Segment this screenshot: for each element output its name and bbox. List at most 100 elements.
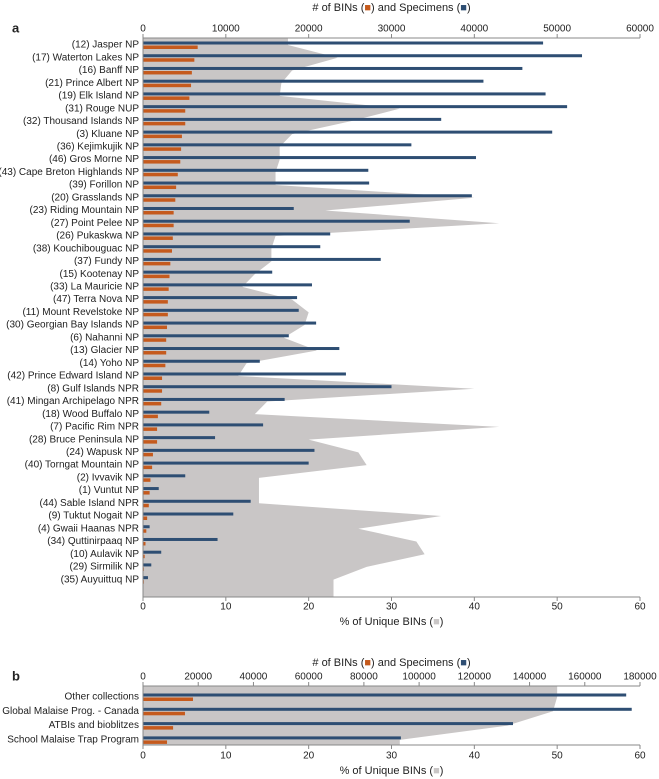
axis-title-part: % of Unique BINs ( — [340, 765, 434, 777]
axis-title-part: ) and Specimens ( — [371, 2, 461, 14]
bins-bar — [143, 363, 166, 368]
bins-bar — [143, 312, 168, 317]
bins-bar — [143, 529, 147, 533]
top-tick-label: 0 — [140, 672, 146, 683]
bins-bar — [143, 711, 185, 716]
top-tick-label: 0 — [140, 24, 146, 35]
bottom-tick-label: 40 — [469, 751, 481, 762]
bins-bar — [143, 70, 192, 75]
legend-swatch: ■ — [364, 657, 371, 669]
category-label: (17) Waterton Lakes NP — [32, 52, 139, 63]
top-tick-label: 30000 — [378, 24, 406, 35]
legend-swatch: ■ — [433, 616, 440, 628]
category-label: (21) Prince Albert NP — [45, 78, 139, 89]
bottom-tick-label: 10 — [220, 602, 232, 613]
specimens-bar — [143, 206, 294, 210]
category-label: (12) Jasper NP — [72, 40, 140, 51]
specimens-bar — [143, 359, 260, 363]
category-label: (38) Kouchibouguac NP — [33, 243, 140, 254]
top-tick-label: 140000 — [513, 672, 547, 683]
bins-bar — [143, 351, 167, 355]
specimens-bar — [143, 347, 340, 351]
bins-bar — [143, 185, 177, 190]
category-label: (32) Thousand Islands NP — [23, 116, 139, 127]
category-label: ATBIs and bioblitzes — [49, 720, 139, 731]
category-label: (16) Banff NP — [79, 65, 140, 76]
axis-title-part: # of BINs ( — [312, 2, 364, 14]
bins-bar — [143, 96, 190, 100]
specimens-bar — [143, 499, 251, 503]
bins-bar — [143, 210, 174, 215]
bottom-tick-label: 30 — [386, 751, 398, 762]
specimens-bar — [143, 232, 331, 236]
bins-bar — [143, 134, 182, 139]
bins-bar — [143, 160, 181, 164]
bins-bar — [143, 147, 182, 151]
legend-swatch: ■ — [460, 2, 467, 14]
category-label: (37) Fundy NP — [74, 256, 139, 267]
bins-bar — [143, 503, 149, 508]
unique-bins-area — [143, 38, 500, 597]
specimens-bar — [143, 270, 273, 274]
category-label: (2) Ivvavik NP — [77, 472, 140, 483]
specimens-bar — [143, 283, 312, 287]
category-label: (20) Grasslands NP — [51, 192, 139, 203]
category-label: (43) Cape Breton Highlands NP — [0, 167, 139, 178]
bins-bar — [143, 726, 174, 730]
top-tick-label: 120000 — [458, 672, 492, 683]
bottom-tick-label: 30 — [386, 602, 398, 613]
category-label: (28) Bruce Peninsula NP — [29, 434, 139, 445]
legend-swatch: ■ — [364, 2, 371, 14]
category-label: (11) Mount Revelstoke NP — [22, 307, 139, 318]
bins-bar — [143, 261, 171, 266]
bottom-tick-label: 10 — [220, 751, 232, 762]
axis-title-part: ) — [440, 765, 444, 777]
top-tick-label: 20000 — [184, 672, 212, 683]
specimens-bar — [143, 92, 546, 96]
category-label: Global Malaise Prog. - Canada — [2, 706, 139, 717]
category-label: (4) Gwaii Haanas NPR — [38, 523, 139, 534]
specimens-bar — [143, 576, 148, 580]
top-axis-title: # of BINs (■) and Specimens (■) — [312, 657, 470, 669]
bins-bar — [143, 697, 193, 701]
specimens-bar — [143, 423, 264, 427]
bottom-tick-label: 50 — [552, 602, 564, 613]
top-tick-label: 40000 — [240, 672, 268, 683]
bins-bar — [143, 401, 162, 406]
unique-bins-area — [143, 686, 558, 745]
top-axis-title: # of BINs (■) and Specimens (■) — [312, 2, 470, 14]
category-label: (6) Nahanni NP — [70, 332, 139, 343]
bottom-tick-label: 60 — [634, 602, 646, 613]
bins-bar — [143, 541, 146, 546]
legend-swatch: ■ — [460, 657, 467, 669]
bins-bar — [143, 452, 153, 457]
bins-bar — [143, 491, 150, 495]
bins-bar — [143, 287, 169, 291]
category-label: (3) Kluane NP — [76, 129, 139, 140]
category-label: (31) Rouge NUP — [65, 103, 139, 114]
specimens-bar — [143, 525, 150, 529]
category-label: (23) Riding Mountain NP — [30, 205, 140, 216]
category-label: (10) Aulavik NP — [70, 549, 139, 560]
specimens-bar — [143, 448, 315, 452]
bins-bar — [143, 109, 186, 113]
top-tick-label: 60000 — [626, 24, 654, 35]
bins-bar — [143, 121, 186, 126]
specimens-bar — [143, 168, 369, 172]
specimens-bar — [143, 722, 513, 726]
category-label: School Malaise Trap Program — [7, 735, 139, 746]
specimens-bar — [143, 436, 216, 440]
category-label: (42) Prince Edward Island NP — [7, 371, 139, 382]
axis-title-part: ) — [467, 2, 471, 14]
specimens-bar — [143, 321, 317, 325]
bins-bar — [143, 83, 192, 88]
category-label: (47) Terra Nova NP — [53, 294, 139, 305]
bins-bar — [143, 58, 195, 62]
specimens-bar — [143, 296, 298, 300]
bottom-tick-label: 0 — [140, 602, 146, 613]
top-tick-label: 100000 — [402, 672, 436, 683]
bins-bar — [143, 465, 153, 470]
bottom-axis-title: % of Unique BINs (■) — [340, 765, 444, 777]
bottom-tick-label: 50 — [552, 751, 564, 762]
